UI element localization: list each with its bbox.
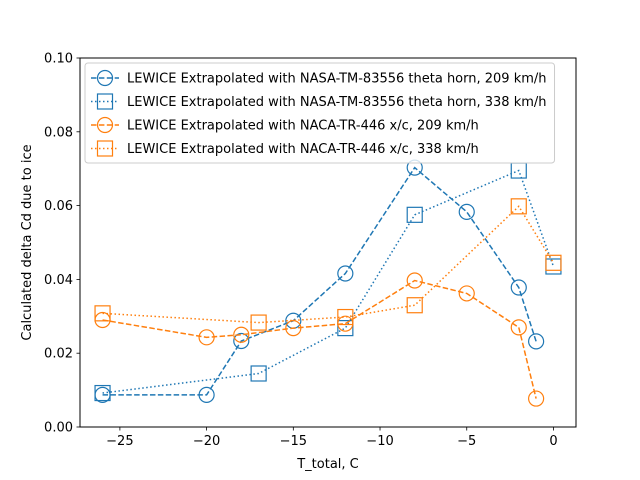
plot-series (94, 159, 562, 407)
legend-item: LEWICE Extrapolated with NACA-TR-446 x/c… (91, 140, 479, 157)
legend-marker (96, 116, 114, 134)
y-tick-label: 0.02 (44, 347, 73, 362)
legend-label: LEWICE Extrapolated with NASA-TM-83556 t… (127, 72, 547, 87)
y-tick-label: 0.10 (44, 52, 73, 67)
series-4-line (102, 205, 555, 324)
series-1 (94, 159, 545, 403)
legend: LEWICE Extrapolated with NASA-TM-83556 t… (84, 62, 556, 164)
series-4-point (94, 305, 111, 322)
series-2 (94, 162, 562, 402)
x-tick-label: −15 (280, 434, 307, 449)
x-axis-label: T_total, C (296, 457, 359, 472)
legend-label: LEWICE Extrapolated with NACA-TR-446 x/c… (127, 119, 479, 134)
series-3-point (233, 326, 250, 343)
series-4-point (510, 198, 527, 215)
series-1-point (198, 386, 215, 403)
y-tick-label: 0.04 (44, 273, 73, 288)
legend-item: LEWICE Extrapolated with NASA-TM-83556 t… (91, 69, 547, 87)
y-tick-label: 0.06 (44, 199, 73, 214)
x-axis: −25 −20 −15 −10 −5 0 (106, 427, 558, 449)
legend-marker (96, 140, 114, 157)
x-tick-label: −20 (193, 434, 220, 449)
x-tick-label: −5 (457, 434, 476, 449)
series-2-point (337, 320, 354, 337)
series-3-point (406, 272, 423, 289)
legend-marker (96, 69, 114, 87)
x-tick-label: −10 (366, 434, 393, 449)
series-3-point (458, 285, 475, 302)
series-2-point (406, 206, 423, 223)
y-tick-label: 0.00 (44, 421, 73, 436)
series-1-point (233, 332, 250, 350)
series-2-point (250, 365, 267, 382)
y-axis: 0.00 0.02 0.04 0.06 0.08 0.10 (44, 52, 80, 436)
x-tick-label: −25 (106, 434, 133, 449)
y-axis-label: Calculated delta Cd due to ice (20, 144, 35, 340)
series-1-line (102, 166, 537, 396)
legend-item: LEWICE Extrapolated with NACA-TR-446 x/c… (91, 116, 479, 134)
series-4-point (406, 297, 423, 314)
legend-marker (96, 93, 114, 110)
series-2-line (102, 169, 555, 394)
series-3-point (510, 319, 527, 336)
series-4 (94, 198, 562, 331)
series-3-point (285, 320, 302, 337)
series-1-point (337, 265, 354, 282)
x-tick-label: 0 (549, 434, 557, 449)
legend-label: LEWICE Extrapolated with NASA-TM-83556 t… (127, 95, 547, 110)
legend-label: LEWICE Extrapolated with NACA-TR-446 x/c… (127, 142, 479, 157)
series-1-point (458, 203, 475, 220)
series-3-point (94, 311, 111, 329)
series-3-point (198, 329, 215, 346)
y-tick-label: 0.08 (44, 125, 73, 140)
series-4-point (545, 254, 562, 271)
series-2-point (94, 384, 111, 402)
series-1-point (528, 333, 545, 350)
legend-item: LEWICE Extrapolated with NASA-TM-83556 t… (91, 93, 547, 110)
series-4-point (250, 314, 267, 331)
series-1-point (510, 279, 527, 296)
series-3 (94, 272, 545, 407)
plot-frame (79, 57, 577, 428)
legend-box (84, 62, 556, 164)
series-3-point (528, 390, 545, 407)
series-3-line (102, 279, 537, 399)
series-4-point (337, 308, 354, 326)
series-2-point (545, 258, 562, 275)
